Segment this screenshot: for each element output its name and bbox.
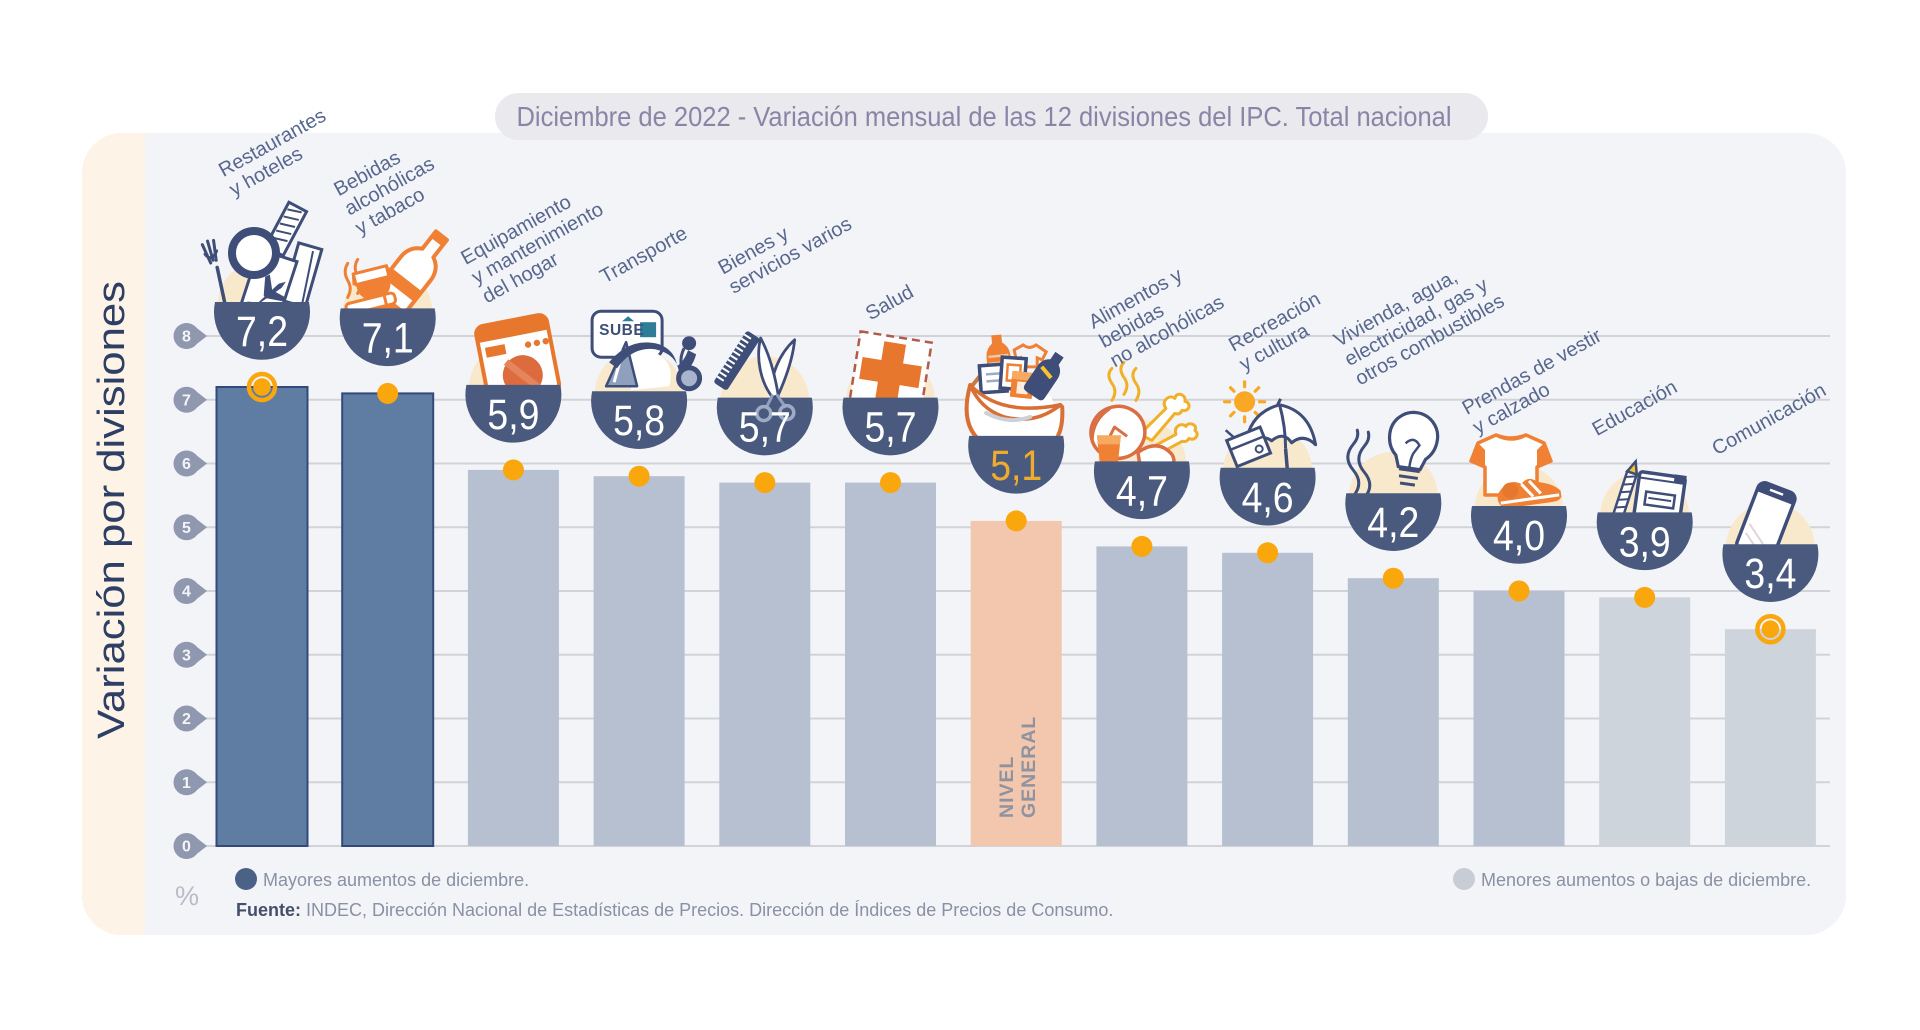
svg-text:SUBE: SUBE (599, 322, 644, 339)
svg-text:4,2: 4,2 (1367, 499, 1419, 547)
svg-text:5,9: 5,9 (487, 391, 539, 439)
svg-text:4,0: 4,0 (1493, 512, 1545, 560)
svg-text:1: 1 (182, 775, 191, 792)
svg-text:Variación por divisiones: Variación por divisiones (91, 281, 133, 739)
svg-text:5,1: 5,1 (990, 442, 1042, 490)
svg-text:5: 5 (182, 520, 191, 537)
svg-text:4: 4 (182, 584, 191, 601)
svg-text:4,6: 4,6 (1242, 474, 1294, 522)
svg-text:4,7: 4,7 (1116, 467, 1168, 515)
svg-text:GENERAL: GENERAL (1018, 716, 1040, 818)
svg-text:Fuente: INDEC, Dirección Nacio: Fuente: INDEC, Dirección Nacional de Est… (236, 900, 1113, 920)
svg-text:3,9: 3,9 (1619, 518, 1671, 566)
svg-text:5,7: 5,7 (865, 404, 917, 452)
svg-text:7,2: 7,2 (236, 308, 288, 356)
svg-text:3,4: 3,4 (1744, 550, 1796, 598)
svg-text:7: 7 (182, 392, 191, 409)
svg-text:3: 3 (182, 647, 191, 664)
svg-text:NIVEL: NIVEL (996, 756, 1018, 818)
svg-text:Mayores aumentos de diciembre.: Mayores aumentos de diciembre. (263, 870, 529, 890)
svg-text:5,8: 5,8 (613, 397, 665, 445)
svg-text:6: 6 (182, 456, 191, 473)
svg-text:%: % (175, 881, 199, 911)
svg-text:7,1: 7,1 (362, 314, 414, 362)
svg-text:8: 8 (182, 329, 191, 346)
svg-text:0: 0 (182, 839, 191, 856)
svg-text:Menores aumentos o bajas de di: Menores aumentos o bajas de diciembre. (1481, 870, 1811, 890)
svg-text:Diciembre de 2022 - Variación: Diciembre de 2022 - Variación mensual de… (517, 101, 1452, 132)
svg-text:2: 2 (182, 711, 191, 728)
svg-text:5,7: 5,7 (739, 404, 791, 452)
